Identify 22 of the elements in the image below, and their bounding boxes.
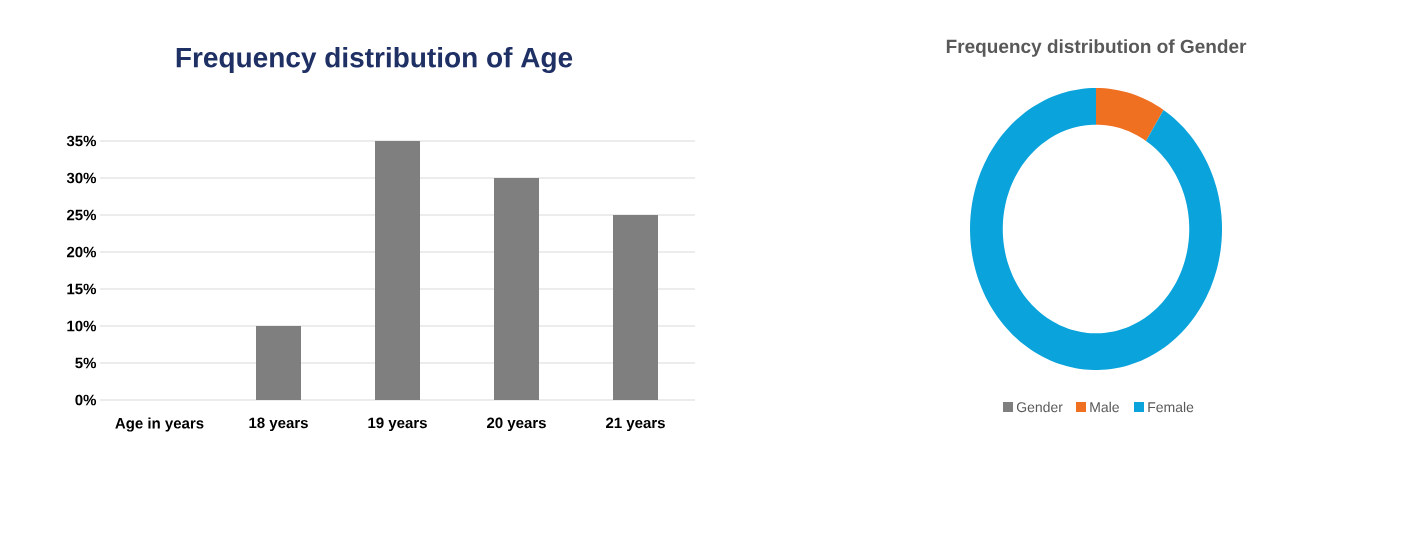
y-tick-label: 30% (66, 172, 97, 184)
y-tick-label: 0% (75, 394, 97, 406)
y-tick-label: 15% (67, 283, 97, 295)
y-tick-label: 20% (66, 246, 97, 258)
bar (494, 178, 539, 400)
x-tick-label: 20 years (486, 417, 546, 432)
y-tick-label: 35% (66, 135, 97, 147)
legend-label: Female (1148, 401, 1194, 413)
bar (375, 141, 421, 400)
bar (256, 326, 301, 400)
chart-title: Frequency distribution of Age (176, 46, 573, 74)
x-tick-label: 19 years (368, 417, 427, 432)
x-tick-label: 18 years (249, 417, 308, 432)
legend-label: Gender (1016, 401, 1063, 413)
legend-label: Male (1090, 401, 1119, 413)
y-tick-label: 10% (67, 320, 97, 332)
x-tick-label: Age in years (115, 417, 204, 432)
y-tick-label: 25% (66, 209, 97, 221)
x-tick-label: 21 years (605, 417, 665, 432)
bar (613, 215, 658, 400)
chart-title: Frequency distribution of Gender (946, 39, 1247, 57)
y-tick-label: 5% (75, 357, 97, 369)
